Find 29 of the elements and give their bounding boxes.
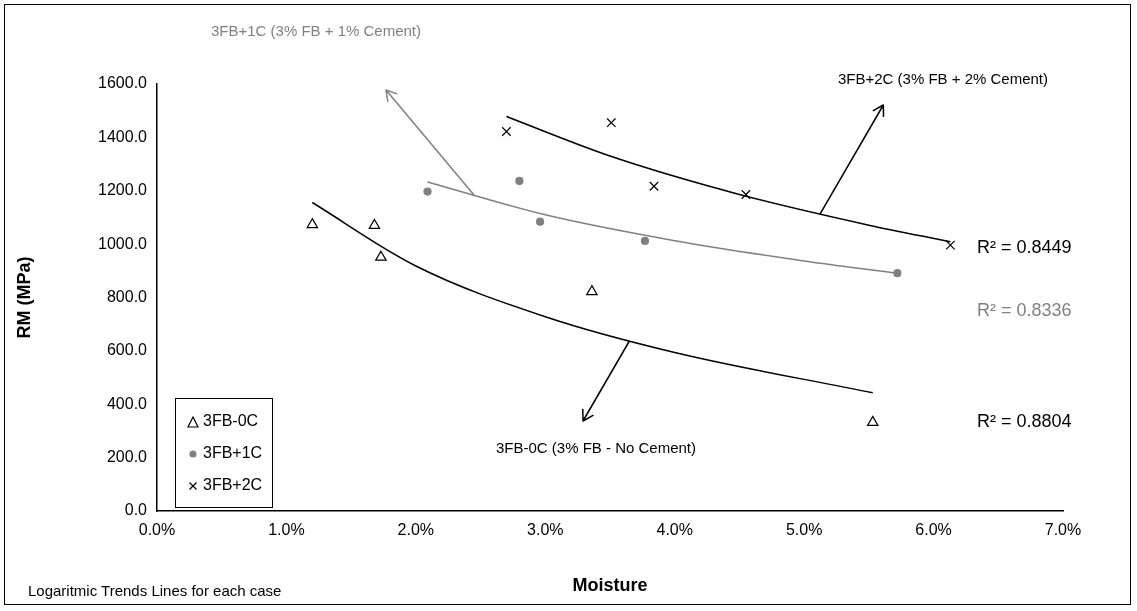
text: Logaritmic Trends Lines for each case xyxy=(28,582,282,600)
y-tick-label: 200.0 xyxy=(106,448,148,466)
legend-label: 3FB+2C xyxy=(203,476,263,493)
legend-label: 3FB-0C xyxy=(203,412,259,429)
y-tick-label: 1000.0 xyxy=(98,234,148,252)
y-tick-label: 600.0 xyxy=(106,341,148,359)
x-tick-label: 4.0% xyxy=(656,521,693,539)
annotation: R² = 0.8449 xyxy=(977,236,1072,257)
y-tick-label: 800.0 xyxy=(106,287,148,305)
y-axis-title: RM (MPa) xyxy=(13,256,34,339)
x-tick-label: 3.0% xyxy=(527,521,564,539)
annotation: 3FB-0C (3% FB - No Cement) xyxy=(495,439,697,457)
legend-label: 3FB+1C xyxy=(203,444,263,461)
x-tick-label: 1.0% xyxy=(268,521,305,539)
y-tick-label: 1200.0 xyxy=(98,181,148,199)
y-tick-label: 0.0 xyxy=(124,501,148,519)
x-tick-label: 0.0% xyxy=(138,521,176,539)
annotation: R² = 0.8336 xyxy=(977,299,1072,320)
x-axis-title: Moisture xyxy=(572,575,648,596)
text: 3FB+1C (3% FB + 1% Cement) xyxy=(210,22,422,40)
y-tick-label: 400.0 xyxy=(106,394,148,412)
y-tick-label: 1600.0 xyxy=(98,74,148,92)
x-tick-label: 2.0% xyxy=(397,521,435,539)
annotation: R² = 0.8804 xyxy=(977,410,1072,431)
x-tick-label: 6.0% xyxy=(915,521,952,539)
annotation: 3FB+2C (3% FB + 2% Cement) xyxy=(837,70,1049,88)
x-tick-label: 7.0% xyxy=(1044,521,1082,539)
x-tick-label: 5.0% xyxy=(785,521,823,539)
y-tick-label: 1400.0 xyxy=(98,127,148,145)
